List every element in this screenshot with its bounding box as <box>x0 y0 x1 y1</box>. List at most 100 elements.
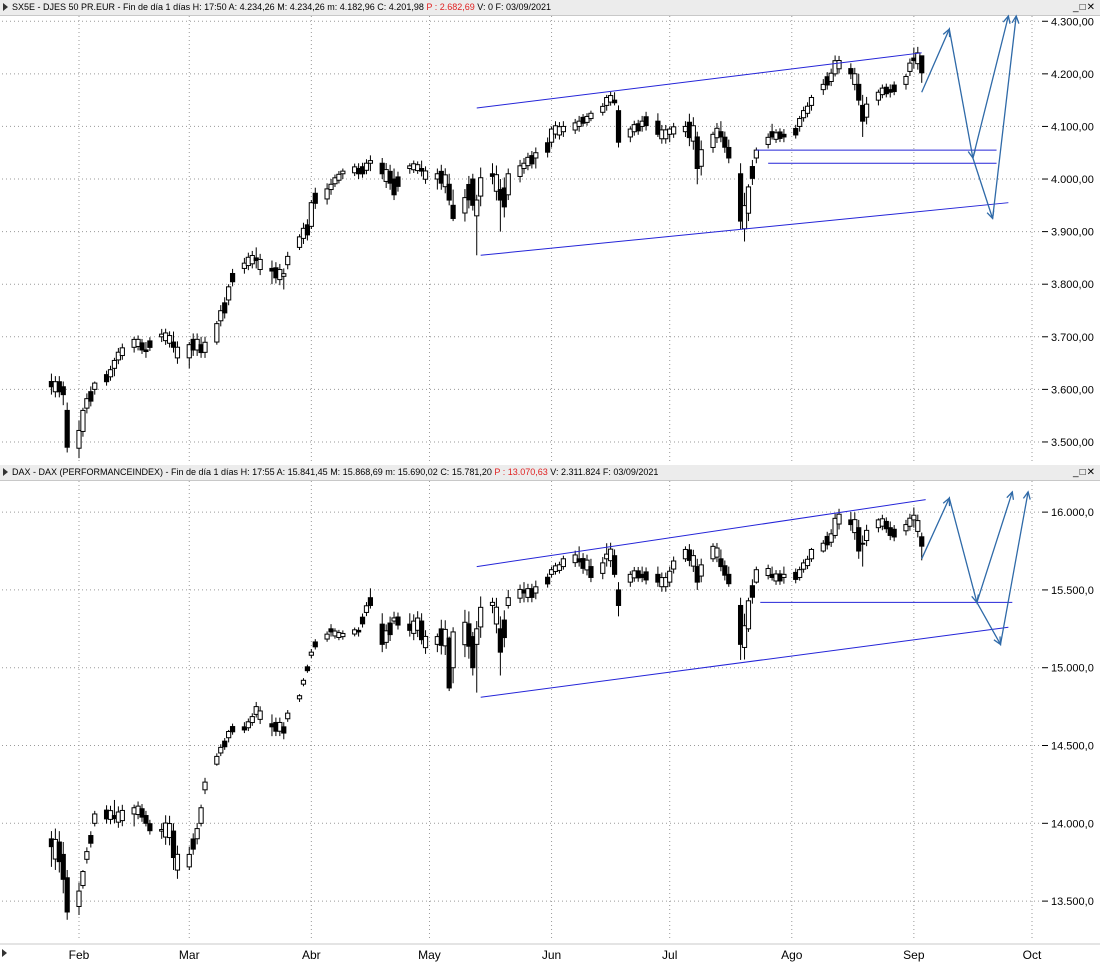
top-window-controls: _□✕ <box>1073 0 1096 15</box>
candle-down <box>229 272 236 283</box>
candle-up <box>80 409 86 432</box>
x-tick-label: Oct <box>1023 948 1042 962</box>
close-button[interactable]: ✕ <box>1086 467 1096 478</box>
candle-up <box>560 558 566 568</box>
candle-down <box>722 136 728 148</box>
candle-down <box>848 68 854 75</box>
candle-down <box>891 84 897 93</box>
trendline <box>476 499 926 568</box>
candle-down <box>64 877 70 913</box>
candle-up <box>324 633 330 640</box>
candle-up <box>450 631 456 669</box>
y-tick-label: 4.200,00 <box>1051 69 1094 81</box>
candle-up <box>915 520 921 532</box>
expand-arrow-icon[interactable] <box>3 468 8 476</box>
maximize-button[interactable]: □ <box>1079 467 1087 478</box>
y-tick-label: 4.000,00 <box>1051 174 1094 186</box>
candle-down <box>241 726 247 731</box>
candle-down <box>281 726 287 734</box>
candle-up <box>741 625 748 648</box>
x-tick-label: Jun <box>542 948 561 962</box>
candle-down <box>737 604 744 645</box>
candle-down <box>56 841 62 863</box>
candle-up <box>202 341 208 353</box>
close-button[interactable]: ✕ <box>1086 2 1096 13</box>
minimize-button[interactable]: _ <box>1073 2 1080 13</box>
candle-up <box>115 351 121 361</box>
candle-down <box>387 622 393 636</box>
candle-up <box>462 197 468 214</box>
candle-up <box>281 273 287 277</box>
projection-path <box>921 15 1010 159</box>
top-volume: V: 0 <box>477 2 493 12</box>
projection-arrowhead <box>1022 490 1031 500</box>
top-time: H: 17:50 <box>192 2 227 12</box>
y-tick-label: 3.700,00 <box>1051 332 1094 344</box>
candle-down <box>190 838 196 850</box>
y-tick-label: 13.500,0 <box>1051 896 1094 908</box>
candle-down <box>367 597 374 606</box>
candle-up <box>493 174 500 192</box>
projection-arrowhead <box>1006 490 1015 500</box>
candle-down <box>655 120 661 135</box>
candle-up <box>608 548 614 562</box>
candle-up <box>218 310 224 322</box>
candle-down <box>139 342 145 351</box>
candle-up <box>245 721 251 729</box>
bottom-pane-title: DAX - DAX (PERFORMANCEINDEX) - Fin de dí… <box>12 467 239 477</box>
candle-up <box>111 359 118 369</box>
candle-up <box>797 569 803 578</box>
candle-up <box>690 555 696 567</box>
candle-up <box>584 115 590 123</box>
candle-up <box>690 125 696 142</box>
candle-down <box>737 173 744 222</box>
candle-up <box>765 568 771 577</box>
top-high: M: 4.234,26 <box>277 2 325 12</box>
candle-down <box>891 528 897 538</box>
candle-up <box>367 160 374 164</box>
candle-down <box>88 835 94 844</box>
candle-up <box>84 851 90 860</box>
candle-down <box>643 571 649 581</box>
candle-down <box>229 726 236 733</box>
candle-up <box>198 807 204 824</box>
candle-up <box>80 871 86 887</box>
candle-down <box>781 133 787 138</box>
candle-down <box>419 620 425 641</box>
candle-up <box>442 628 448 647</box>
y-tick-label: 14.500,0 <box>1051 741 1094 753</box>
x-tick-label: Abr <box>302 948 321 962</box>
candle-up <box>836 60 842 70</box>
candle-up <box>852 519 858 534</box>
candle-up <box>363 605 370 613</box>
expand-arrow-icon[interactable] <box>3 3 8 11</box>
top-pane-title: SX5E - DJES 50 PR.EUR - Fin de día 1 día… <box>12 2 191 12</box>
candle-down <box>222 302 228 314</box>
y-tick-label: 4.300,00 <box>1051 16 1094 28</box>
candle-up <box>808 97 815 106</box>
candle-up <box>285 712 291 720</box>
candle-up <box>781 573 787 578</box>
candle-up <box>800 110 807 119</box>
y-tick-label: 16.000,0 <box>1051 507 1094 519</box>
candle-up <box>214 755 220 765</box>
candle-down <box>355 629 362 633</box>
x-tick-label: Mar <box>179 948 200 962</box>
x-tick-label: May <box>418 948 441 962</box>
candle-up <box>226 731 232 739</box>
candle-up <box>174 346 181 359</box>
candle-down <box>545 576 551 585</box>
maximize-button[interactable]: □ <box>1079 2 1087 13</box>
candle-up <box>556 564 563 571</box>
scroll-arrow-icon[interactable] <box>2 949 7 957</box>
minimize-button[interactable]: _ <box>1073 467 1080 478</box>
top-open: A: 4.234,26 <box>228 2 275 12</box>
candle-up <box>107 369 114 378</box>
top-close: C: 4.201,98 <box>377 2 424 12</box>
top-pane-header: SX5E - DJES 50 PR.EUR - Fin de día 1 día… <box>0 0 1100 16</box>
candle-up <box>257 710 263 720</box>
candle-up <box>474 628 480 645</box>
candle-down <box>419 168 425 172</box>
candle-down <box>103 374 110 383</box>
